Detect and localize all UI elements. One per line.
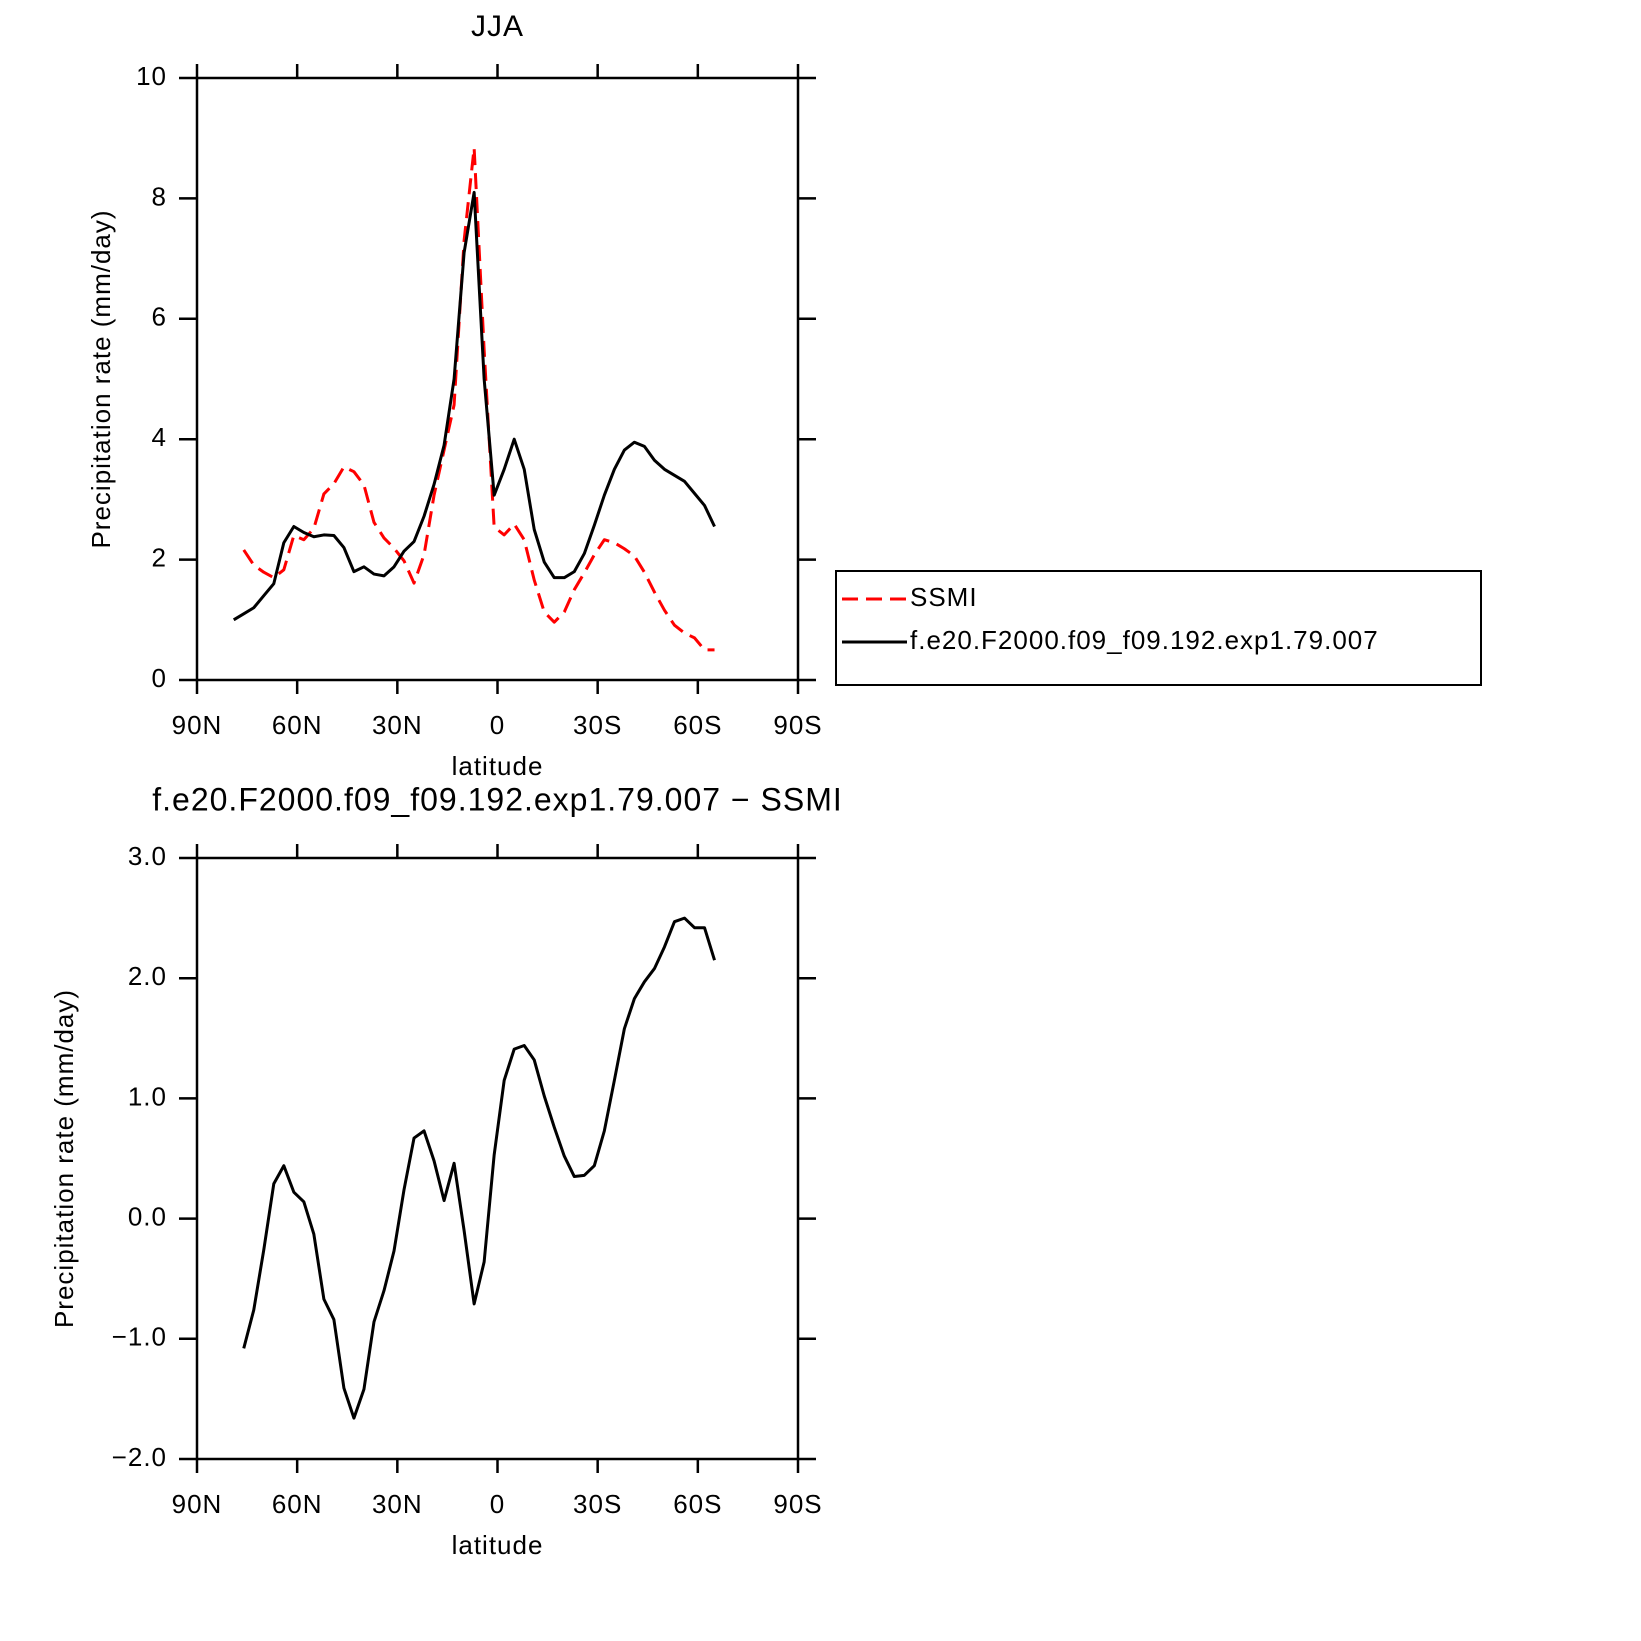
x-tick-label: 60S (673, 1489, 722, 1519)
x-tick-label: 90S (773, 1489, 822, 1519)
x-axis-label: latitude (452, 1530, 544, 1560)
x-tick-label: 30S (573, 1489, 622, 1519)
x-tick-label: 60S (673, 710, 722, 740)
x-tick-label: 90N (172, 1489, 223, 1519)
chart-title: JJA (471, 10, 524, 43)
y-tick-label: 0 (152, 663, 167, 693)
y-axis-label: Precipitation rate (mm/day) (49, 989, 79, 1328)
y-tick-label: 0.0 (128, 1201, 167, 1231)
x-tick-label: 30N (372, 1489, 423, 1519)
plot-frame (195, 856, 800, 1461)
y-tick-label: 10 (136, 61, 167, 91)
y-tick-label: 3.0 (128, 841, 167, 871)
line-series (242, 146, 715, 652)
x-tick-label: 30N (372, 710, 423, 740)
x-tick-label: 60N (272, 1489, 323, 1519)
x-tick-label: 60N (272, 710, 323, 740)
legend-box (835, 570, 1482, 686)
x-axis-label: latitude (452, 751, 544, 781)
line-series (232, 190, 716, 622)
x-tick-label: 0 (490, 710, 505, 740)
y-tick-label: 2.0 (128, 961, 167, 991)
y-tick-label: 6 (152, 302, 167, 332)
y-tick-label: 1.0 (128, 1081, 167, 1111)
y-tick-label: −2.0 (112, 1442, 167, 1472)
x-tick-label: 90N (172, 710, 223, 740)
y-axis-label: Precipitation rate (mm/day) (86, 209, 116, 548)
legend-label: SSMI (910, 582, 978, 612)
x-tick-label: 0 (490, 1489, 505, 1519)
y-tick-label: 4 (152, 422, 167, 452)
legend-label: f.e20.F2000.f09_f09.192.exp1.79.007 (910, 625, 1379, 655)
y-tick-label: −1.0 (112, 1322, 167, 1352)
y-tick-label: 8 (152, 181, 167, 211)
x-tick-label: 90S (773, 710, 822, 740)
y-tick-label: 2 (152, 542, 167, 572)
line-series (242, 916, 716, 1420)
x-tick-label: 30S (573, 710, 622, 740)
chart-title: f.e20.F2000.f09_f09.192.exp1.79.007 − SS… (152, 781, 842, 817)
plot-frame (195, 76, 800, 682)
